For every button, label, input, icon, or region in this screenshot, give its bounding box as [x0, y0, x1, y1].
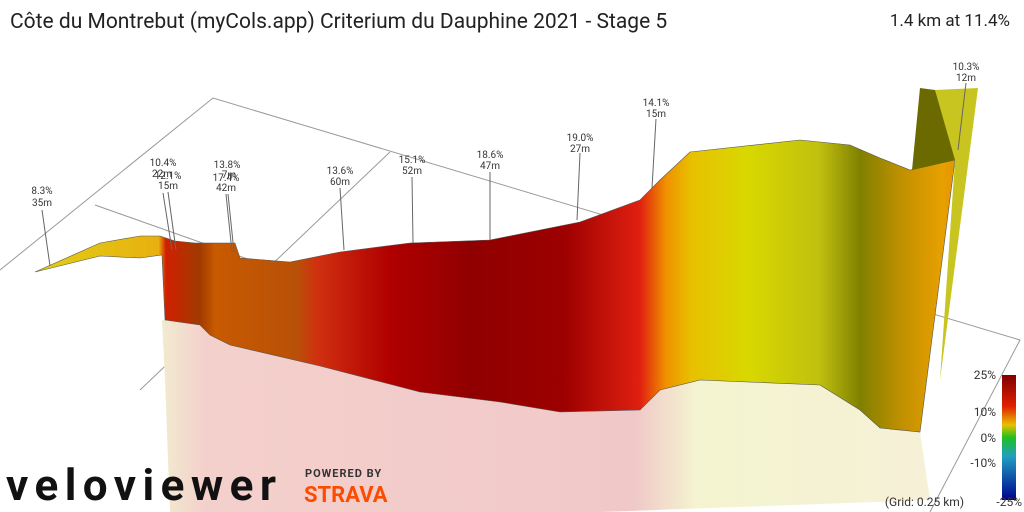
grade: 10.3%: [953, 62, 980, 73]
legend-colorbar: [1002, 375, 1016, 500]
strava-logo: STRAVA: [304, 483, 388, 508]
grade: 19.0%: [567, 133, 594, 144]
length: 27m: [570, 144, 590, 155]
reflection: [162, 320, 930, 512]
legend-tick: 0%: [980, 431, 996, 445]
legend: 25% 10% 0% -10% -25% (Grid: 0.25 km): [885, 368, 1022, 509]
grade: 12.1%: [155, 171, 182, 182]
length: 35m: [32, 198, 52, 209]
grade: 10.4%: [150, 158, 177, 169]
length: 7m: [222, 170, 237, 181]
length: 60m: [330, 177, 350, 188]
grid-note: (Grid: 0.25 km): [885, 495, 964, 509]
logo: veloviewer: [6, 459, 276, 511]
legend-tick: -10%: [970, 456, 996, 470]
grade: 13.8%: [214, 160, 241, 171]
annotation-lines: [41, 82, 967, 267]
length: 22m: [152, 169, 172, 180]
length: 47m: [480, 161, 500, 172]
length: 15m: [646, 109, 666, 120]
summary: 1.4 km at 11.4%: [890, 11, 1010, 31]
ribbon-climb: [935, 88, 978, 380]
grade: 14.1%: [643, 98, 670, 109]
legend-tick: -25%: [996, 495, 1022, 509]
grade: 8.3%: [31, 186, 52, 197]
ribbon-top: [912, 88, 958, 170]
title: Côte du Montrebut (myCols.app) Criterium…: [10, 10, 667, 34]
grade: 15.1%: [399, 155, 426, 166]
grade: 13.6%: [327, 166, 354, 177]
length: 42m: [216, 183, 236, 194]
grade: 17.4%: [213, 173, 240, 184]
legend-tick: 25%: [974, 368, 996, 382]
annotations: 8.3%35m 10.4%22m 12.1%15m 13.8%7m 17.4%4…: [31, 62, 979, 209]
length: 52m: [402, 166, 422, 177]
grade: 18.6%: [477, 150, 504, 161]
length: 15m: [158, 181, 178, 192]
length: 12m: [956, 73, 976, 84]
legend-tick: 10%: [974, 405, 996, 419]
powered-by: POWERED BY: [305, 467, 382, 480]
